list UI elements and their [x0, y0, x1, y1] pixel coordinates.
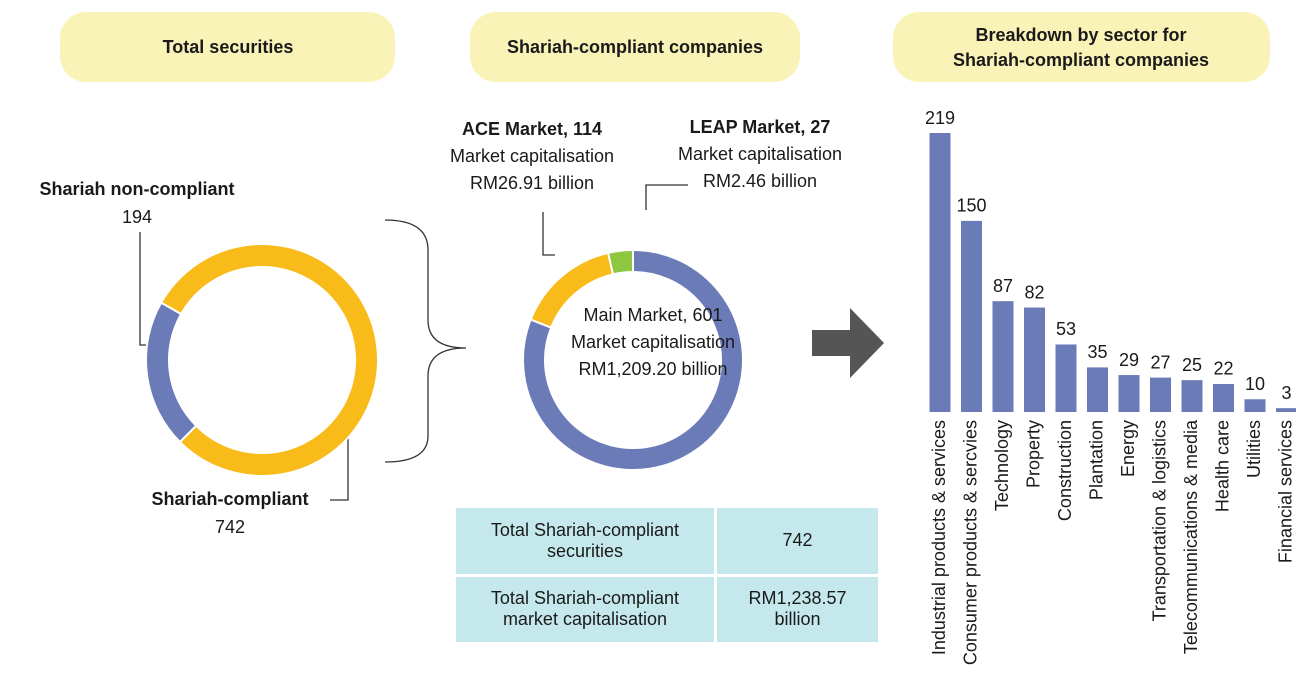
- segment-label: Shariah non-compliant: [39, 179, 234, 199]
- segment-annotation: Market capitalisation: [450, 146, 614, 166]
- header-title: Shariah-compliant companies: [953, 50, 1209, 70]
- table-cell: Total Shariah-compliant securities: [453, 505, 717, 577]
- bar-value-label: 87: [993, 276, 1013, 296]
- x-tick-label: Plantation: [1086, 420, 1106, 500]
- segment-annotation: Market capitalisation: [678, 144, 842, 164]
- bar: [1118, 375, 1140, 412]
- segment-annotation: RM1,209.20 billion: [578, 359, 727, 379]
- bar: [929, 133, 951, 412]
- x-tick-label: Energy: [1118, 420, 1138, 477]
- segment-annotation: Market capitalisation: [571, 332, 735, 352]
- segment-label: Main Market, 601: [583, 305, 722, 325]
- bar-value-label: 22: [1213, 359, 1233, 379]
- arrow: [812, 308, 884, 378]
- donut-segment: [522, 248, 744, 471]
- x-tick-label: Industrial products & services: [929, 420, 949, 655]
- x-tick-label: Financial services: [1275, 420, 1295, 563]
- bar: [1181, 380, 1203, 412]
- leader-line: [645, 184, 688, 210]
- table-cell: Total Shariah-compliant market capitalis…: [453, 573, 717, 645]
- bar-value-label: 3: [1281, 383, 1291, 403]
- bar: [961, 220, 982, 412]
- header-pill: [470, 12, 800, 82]
- leader-line: [542, 212, 555, 256]
- table-cell: RM1,238.57 billion: [713, 573, 882, 645]
- bar: [1150, 377, 1171, 412]
- leader-line: [330, 420, 349, 501]
- x-tick-label: Utilities: [1244, 420, 1264, 478]
- donut-segment: [606, 248, 634, 276]
- segment-annotation: RM26.91 billion: [470, 173, 594, 193]
- header-title: Breakdown by sector for: [975, 25, 1186, 45]
- bar-value-label: 82: [1024, 282, 1044, 302]
- bar: [1087, 367, 1108, 412]
- bar: [1055, 344, 1077, 412]
- bar-value-label: 35: [1087, 342, 1107, 362]
- x-tick-label: Consumer products & sercvies: [960, 420, 980, 665]
- x-tick-label: Construction: [1055, 420, 1075, 521]
- header-pill: [893, 12, 1270, 82]
- donut-segment: [159, 243, 379, 477]
- bar: [1276, 408, 1296, 412]
- header-title: Total securities: [163, 37, 294, 57]
- bar-value-label: 25: [1182, 355, 1202, 375]
- brace: [384, 219, 467, 463]
- bar-value-label: 29: [1119, 350, 1139, 370]
- header-title: Shariah-compliant companies: [507, 37, 763, 57]
- segment-value: 742: [215, 517, 245, 537]
- x-tick-label: Property: [1023, 420, 1043, 488]
- bar: [992, 301, 1014, 412]
- segment-label: LEAP Market, 27: [690, 117, 831, 137]
- bar-value-label: 53: [1056, 319, 1076, 339]
- bar: [1213, 383, 1234, 412]
- bar-value-label: 219: [925, 108, 955, 128]
- bar: [1024, 307, 1045, 412]
- summary-table: Total Shariah-compliant securities 742 To…: [453, 505, 882, 645]
- segment-value: 194: [122, 207, 152, 227]
- x-tick-label: Technology: [992, 420, 1012, 511]
- x-tick-label: Transportation & logistics: [1149, 420, 1169, 621]
- x-tick-label: Health care: [1212, 420, 1232, 512]
- table-cell: 742: [713, 505, 882, 577]
- bar-value-label: 10: [1245, 374, 1265, 394]
- x-tick-label: Telecommunications & media: [1181, 419, 1201, 654]
- segment-label: ACE Market, 114: [462, 119, 602, 139]
- segment-annotation: RM2.46 billion: [703, 171, 817, 191]
- bar: [1244, 399, 1266, 412]
- header-pill: [60, 12, 395, 82]
- segment-label: Shariah-compliant: [151, 489, 308, 509]
- donut-segment: [145, 301, 198, 444]
- bar-value-label: 27: [1150, 352, 1170, 372]
- bar-value-label: 150: [956, 196, 986, 216]
